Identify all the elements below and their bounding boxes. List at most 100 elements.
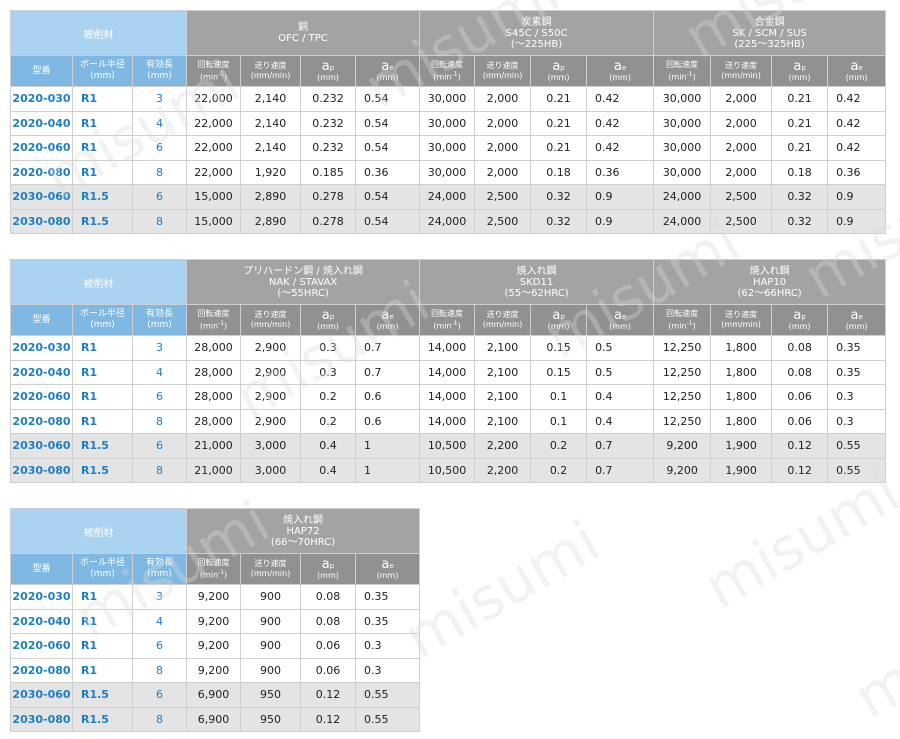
speed-value-cell: 30,000: [653, 110, 712, 136]
ap-value: 0.12: [315, 712, 341, 726]
speed-value-cell: 12,250: [653, 384, 712, 410]
speed-unit-exponent: -1: [451, 319, 458, 327]
speed-value: 9,200: [197, 663, 230, 677]
ae-value-cell: 0.7: [355, 359, 421, 385]
speed-unit-close: ): [692, 321, 696, 331]
feed-unit: (mm/min): [250, 569, 291, 578]
ap-value-cell: 0.2: [300, 384, 357, 410]
feed-value-cell: 2,100: [474, 408, 532, 434]
speed-value-cell: 28,000: [186, 335, 242, 361]
speed-value-cell: 9,200: [653, 457, 712, 483]
feed-value: 950: [260, 688, 282, 702]
ae-symbol: a: [850, 307, 859, 323]
col-radius-unit: (mm): [90, 71, 115, 81]
model-cell: 2030-060: [10, 184, 73, 210]
ap-value: 0.232: [312, 92, 344, 106]
speed-label: 回転速度: [431, 59, 464, 69]
speed-value: 30,000: [427, 92, 467, 106]
feed-label: 送り速度: [725, 310, 758, 319]
ball-radius: R1.5: [81, 190, 109, 204]
ap-value-cell: 0.278: [300, 208, 357, 234]
feed-value: 2,900: [254, 390, 287, 404]
ae-value: 0.4: [595, 414, 613, 428]
model-number: 2020-060: [12, 141, 71, 155]
col-ae-header: ae (mm): [827, 55, 887, 87]
col-radius-unit: (mm): [90, 569, 115, 579]
feed-unit: (mm/min): [482, 71, 523, 80]
col-length-header: 有効長 (mm): [131, 304, 188, 336]
ae-value: 0.3: [836, 414, 854, 428]
ap-value: 0.185: [312, 165, 344, 179]
speed-value: 21,000: [194, 439, 233, 453]
feed-value-cell: 2,000: [710, 135, 773, 161]
model-cell: 2020-080: [10, 657, 73, 683]
ap-value-cell: 0.08: [300, 584, 357, 610]
ap-symbol: a: [321, 307, 330, 323]
ae-value-cell: 0.55: [827, 433, 887, 459]
col-length-label: 有効長: [146, 558, 174, 568]
feed-unit: (mm/min): [250, 320, 291, 329]
ap-unit: (mm): [547, 321, 570, 331]
feed-value: 1,920: [254, 165, 287, 179]
ap-value: 0.21: [546, 92, 571, 106]
feed-value-cell: 2,900: [240, 408, 302, 434]
ap-value: 0.2: [549, 439, 568, 453]
ap-value-cell: 0.232: [300, 86, 357, 112]
ap-value-cell: 0.12: [300, 706, 357, 732]
model-cell: 2030-080: [10, 457, 73, 483]
ap-symbol: a: [321, 58, 330, 74]
col-feed-header: 送り速度 (mm/min): [240, 304, 302, 336]
material-header: 銅 OFC / TPC: [186, 10, 421, 56]
ae-symbol: a: [613, 58, 622, 74]
ap-value-cell: 0.32: [530, 184, 588, 210]
speed-value-cell: 28,000: [186, 359, 242, 385]
feed-value-cell: 2,000: [474, 86, 532, 112]
speed-value-cell: 22,000: [186, 159, 242, 185]
speed-value-cell: 24,000: [419, 184, 476, 210]
ap-subscript: p: [560, 63, 565, 72]
ae-value-cell: 0.7: [586, 433, 655, 459]
ap-value: 0.32: [787, 190, 812, 204]
speed-unit-exponent: -1: [451, 70, 458, 78]
speed-value: 30,000: [662, 116, 702, 130]
feed-value-cell: 2,200: [474, 433, 532, 459]
material-header: 焼入れ鋼 SKD11 (55～62HRC): [419, 259, 655, 305]
ball-radius: R1.5: [81, 439, 109, 453]
col-speed-header: 回転速度 (min-1): [419, 55, 476, 87]
feed-value-cell: 2,500: [710, 184, 773, 210]
ae-value: 0.42: [836, 116, 861, 130]
ae-value: 0.9: [836, 190, 854, 204]
speed-value-cell: 30,000: [419, 110, 476, 136]
ap-symbol: a: [793, 307, 802, 323]
effective-length: 6: [156, 688, 163, 702]
ap-value: 0.2: [319, 390, 337, 404]
feed-label: 送り速度: [254, 310, 287, 319]
ap-subscript: p: [329, 63, 335, 72]
feed-value-cell: 1,900: [710, 457, 773, 483]
col-length-unit: (mm): [147, 71, 172, 81]
ap-value-cell: 0.06: [771, 408, 829, 434]
speed-unit-exponent: -1: [218, 319, 225, 327]
ae-value: 0.35: [364, 590, 389, 604]
feed-value: 2,100: [486, 365, 519, 379]
model-number: 2030-060: [12, 190, 71, 204]
model-cell: 2030-060: [10, 682, 73, 708]
speed-value-cell: 24,000: [653, 184, 712, 210]
effective-length: 8: [156, 712, 163, 726]
material-header-row: 被削材 プリハードン鋼 / 焼入れ鋼 NAK / STAVAX (～55HRC) 焼入れ…: [9, 259, 887, 305]
ae-value: 0.42: [836, 141, 861, 155]
watermark-text: misumi: [843, 567, 900, 732]
speed-value: 30,000: [662, 92, 702, 106]
speed-value-cell: 28,000: [186, 384, 242, 410]
ae-value-cell: 0.42: [586, 135, 655, 161]
ap-unit: (mm): [317, 72, 339, 82]
speed-value: 28,000: [194, 365, 233, 379]
ball-radius: R1: [81, 365, 98, 379]
speed-value: 9,200: [666, 439, 698, 453]
ae-value: 0.4: [595, 390, 613, 404]
ap-value-cell: 0.15: [530, 359, 588, 385]
table-row: 2030-060 R1.5 6 21,000 3,000 0.4 1 10,500 2,200 0…: [10, 433, 887, 459]
cutting-table-2: 被削材 プリハードン鋼 / 焼入れ鋼 NAK / STAVAX (～55HRC) 焼入れ…: [9, 259, 887, 483]
col-ap-header: ap (mm): [530, 55, 588, 87]
feed-value: 1,800: [725, 365, 757, 379]
